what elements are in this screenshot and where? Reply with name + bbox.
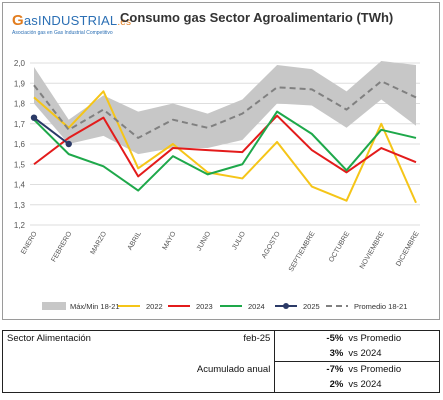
chart-frame — [2, 2, 440, 320]
x-tick-label: ABRIL — [127, 230, 143, 251]
empty-cell — [146, 346, 276, 362]
empty-cell — [1, 377, 147, 393]
y-tick-label: 1,9 — [14, 79, 26, 88]
y-tick-label: 1,8 — [14, 100, 26, 109]
x-tick-label: DICIEMBRE — [395, 230, 421, 267]
y-tick-label: 2,0 — [14, 59, 26, 68]
x-tick-label: FEBRERO — [50, 230, 73, 263]
legend-label: 2024 — [248, 302, 265, 311]
x-tick-label: MARZO — [89, 230, 108, 256]
line-chart: 1,2 1,3 1,4 1,5 1,6 1,7 1,8 1,9 2,0 ENERO FEBRERO M… — [14, 59, 421, 311]
legend-marker — [283, 303, 289, 309]
series-line-2023 — [33, 114, 417, 178]
x-tick-label: MAYO — [162, 230, 178, 251]
legend-label: Promedio 18-21 — [354, 302, 407, 311]
minmax-band — [34, 60, 416, 155]
x-tick-label: SEPTIEMBRE — [288, 230, 317, 273]
series-point — [65, 140, 72, 148]
empty-cell — [146, 377, 276, 393]
logo-brand: INDUSTRIAL — [38, 13, 118, 28]
logo-text: GasINDUSTRIAL.es — [12, 12, 131, 29]
sector-label: Sector Alimentación — [1, 330, 147, 346]
logo-tld: .es — [117, 17, 132, 28]
cumulative-label: Acumulado anual — [146, 361, 276, 377]
comparison-cell: vs 2024 — [345, 346, 441, 362]
logo: GasINDUSTRIAL.es Asociación gas en Gas I… — [12, 12, 131, 36]
value-cell: -7% — [274, 361, 346, 377]
value-cell: 2% — [274, 377, 346, 393]
comparison-cell: vs 2024 — [345, 377, 441, 393]
table-row: Acumulado anual -7% vs Promedio — [1, 361, 441, 377]
x-tick-label: OCTUBRE — [328, 230, 351, 263]
y-tick-label: 1,4 — [14, 181, 26, 190]
series-line-2024 — [33, 110, 417, 192]
legend-label: 2025 — [303, 302, 320, 311]
legend-swatch — [42, 302, 66, 310]
x-tick-label: NOVIEMBRE — [359, 230, 386, 270]
y-tick-label: 1,6 — [14, 140, 26, 149]
empty-cell — [1, 361, 147, 377]
table-row: 2% vs 2024 — [1, 377, 441, 393]
y-tick-label: 1,5 — [14, 160, 26, 169]
comparison-cell: vs Promedio — [345, 361, 441, 377]
series-point — [30, 114, 38, 121]
value-cell: 3% — [274, 346, 346, 362]
table-row: 3% vs 2024 — [1, 346, 441, 362]
x-tick-label: JULIO — [231, 230, 247, 251]
x-tick-label: JUNIO — [196, 230, 213, 252]
value-cell: -5% — [274, 330, 346, 346]
y-tick-label: 1,7 — [14, 120, 26, 129]
comparison-cell: vs Promedio — [345, 330, 441, 346]
legend-label: 2022 — [146, 302, 163, 311]
legend-label: Máx/Min 18-21 — [70, 302, 120, 311]
x-tick-label: AGOSTO — [261, 230, 282, 260]
table-row: Sector Alimentación feb-25 -5% vs Promed… — [1, 330, 441, 346]
empty-cell — [1, 346, 147, 362]
legend-label: 2023 — [196, 302, 213, 311]
x-tick-label: ENERO — [20, 230, 39, 256]
summary-table: Sector Alimentación feb-25 -5% vs Promed… — [1, 330, 441, 393]
series-line-2025 — [33, 116, 70, 145]
logo-name: as — [23, 13, 39, 28]
period-label: feb-25 — [146, 330, 276, 346]
logo-tagline: Asociación gas en Gas Industrial Competi… — [12, 30, 113, 36]
series-line-promedio-18-21 — [33, 80, 417, 139]
chart-title: Consumo gas Sector Agroalimentario (TWh) — [120, 10, 394, 25]
y-tick-label: 1,3 — [14, 201, 26, 210]
logo-initial: G — [12, 12, 24, 29]
series-line-2022 — [33, 90, 417, 204]
y-tick-label: 1,2 — [14, 221, 26, 230]
